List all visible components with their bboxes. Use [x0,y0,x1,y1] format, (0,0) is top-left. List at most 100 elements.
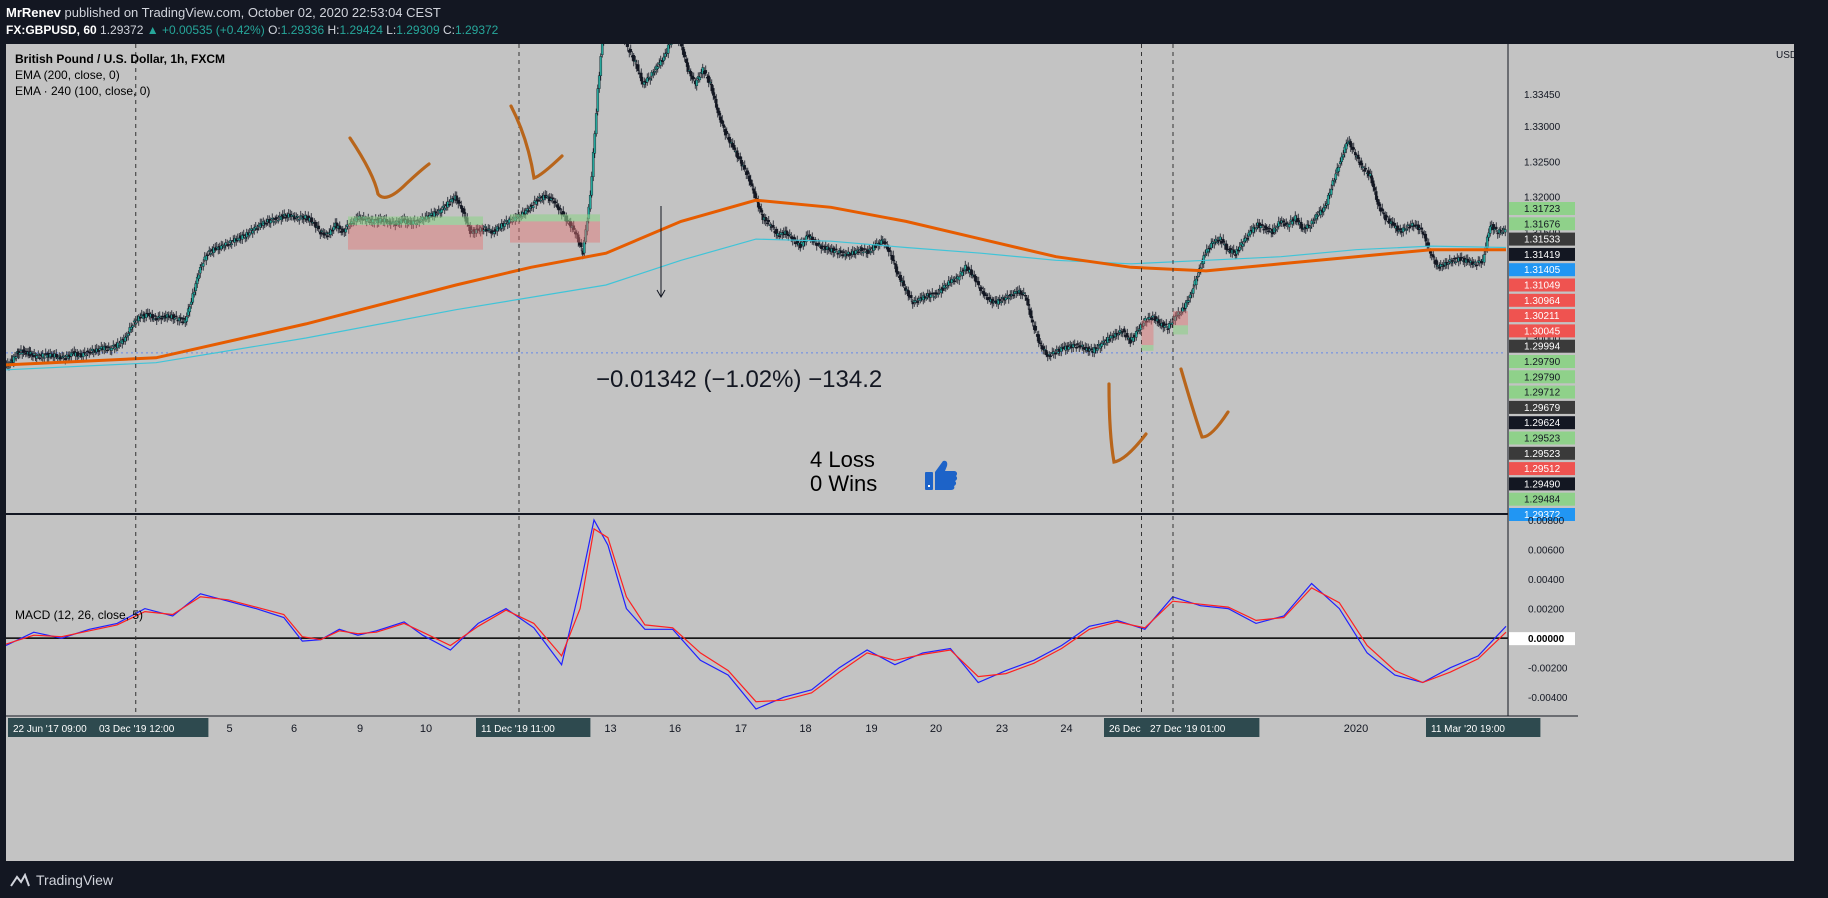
time-highlight-bg [1104,718,1149,737]
candle-body [987,297,991,299]
candle [1040,340,1044,352]
candle [450,195,454,207]
candle-body [764,216,768,222]
price-label-text: 1.29490 [1524,479,1561,490]
ema100-legend[interactable]: EMA · 240 (100, close, 0) [15,84,151,98]
price-label-text: 1.29790 [1524,357,1561,368]
candle [1167,320,1171,334]
candle [888,247,892,256]
drawings[interactable] [348,104,1230,464]
candle [1322,203,1326,216]
candle [1047,351,1051,360]
candle-body [663,53,667,57]
price-pane[interactable] [6,44,1507,371]
chart-canvas[interactable]: 1.334501.330001.325001.320001.315001.310… [6,44,1794,861]
candle-body [857,251,861,253]
candle-body [1340,156,1344,162]
candle-body [722,124,726,128]
instrument-title: British Pound / U.S. Dollar, 1h, FXCM [15,52,226,66]
candle [69,349,73,361]
candle-body [140,314,144,316]
candle [645,73,649,86]
candle-body [1214,238,1218,242]
candle [1095,344,1099,354]
candle-body [462,208,466,214]
macd-tick-label: -0.00400 [1528,693,1568,704]
candle [827,243,831,254]
candle-body [1116,333,1120,336]
candle-body [936,293,940,295]
macd-pane[interactable] [6,518,1508,710]
price-label-bg [1509,247,1575,261]
price-label-bg [1509,462,1575,476]
candle-body [869,251,873,253]
candle-body [1019,290,1023,295]
candle-body [180,321,184,323]
candle-body [1434,259,1438,265]
candle [582,237,586,258]
time-highlight-bg [1426,718,1541,737]
candle-body [1226,248,1230,251]
candle-body [192,291,196,295]
candle-body [1356,154,1360,159]
candle-body [1184,302,1188,309]
tradingview-brand[interactable]: TradingView [10,872,113,888]
publisher-name[interactable]: MrRenev [6,5,61,20]
candle-body [891,255,895,262]
candle-body [158,315,162,318]
candle-body [1241,243,1245,247]
price-label-bg [1509,355,1575,368]
candle [249,224,253,235]
candle-body [1281,220,1285,223]
candle [19,345,23,354]
candle-body [57,355,61,357]
candle-body [41,353,45,358]
candle-body [1151,315,1155,318]
win-count: 0 Wins [810,471,878,496]
candle [983,287,987,300]
candle-body [503,223,507,227]
candle [698,72,702,83]
candle-body [777,235,781,238]
candle [96,345,100,356]
price-label-bg [1509,202,1575,215]
candle-body [689,70,693,77]
time-highlight-text: 11 Dec '19 11:00 [481,724,555,735]
candle [180,316,184,326]
candle-body [1067,346,1071,350]
candle [254,221,258,231]
macd-tick-label: 0.00400 [1528,575,1565,586]
candle [1391,217,1395,228]
candle-body [1334,173,1338,180]
candle [1287,221,1291,232]
time-highlight-text: 03 Dec '19 12:00 [99,724,175,735]
candle [711,85,715,101]
candle [297,216,301,225]
candle-body [1296,217,1300,222]
candle [503,219,507,231]
candle-body [1352,147,1356,150]
measure-arrow-head [656,289,666,299]
candle [944,283,948,292]
candle-body [1353,152,1357,156]
candle-body [207,250,211,252]
candle [174,311,178,320]
ema200-legend[interactable]: EMA (200, close, 0) [15,68,120,82]
candle-body [104,345,108,349]
candle [207,246,211,256]
open-value: 1.29336 [280,23,325,37]
check-mark-1 [509,104,564,181]
candle-body [23,350,26,353]
candle [1331,177,1335,191]
candle [317,221,321,233]
candle [593,130,597,159]
candle-body [153,315,157,317]
candle [629,44,633,56]
candle-body [1232,249,1236,253]
candle [248,227,252,238]
candle [446,196,450,211]
macd-legend-label[interactable]: MACD (12, 26, close, 5) [15,608,144,622]
candle-body [1187,300,1191,303]
candle-body [270,218,274,220]
candle-body [698,76,702,81]
